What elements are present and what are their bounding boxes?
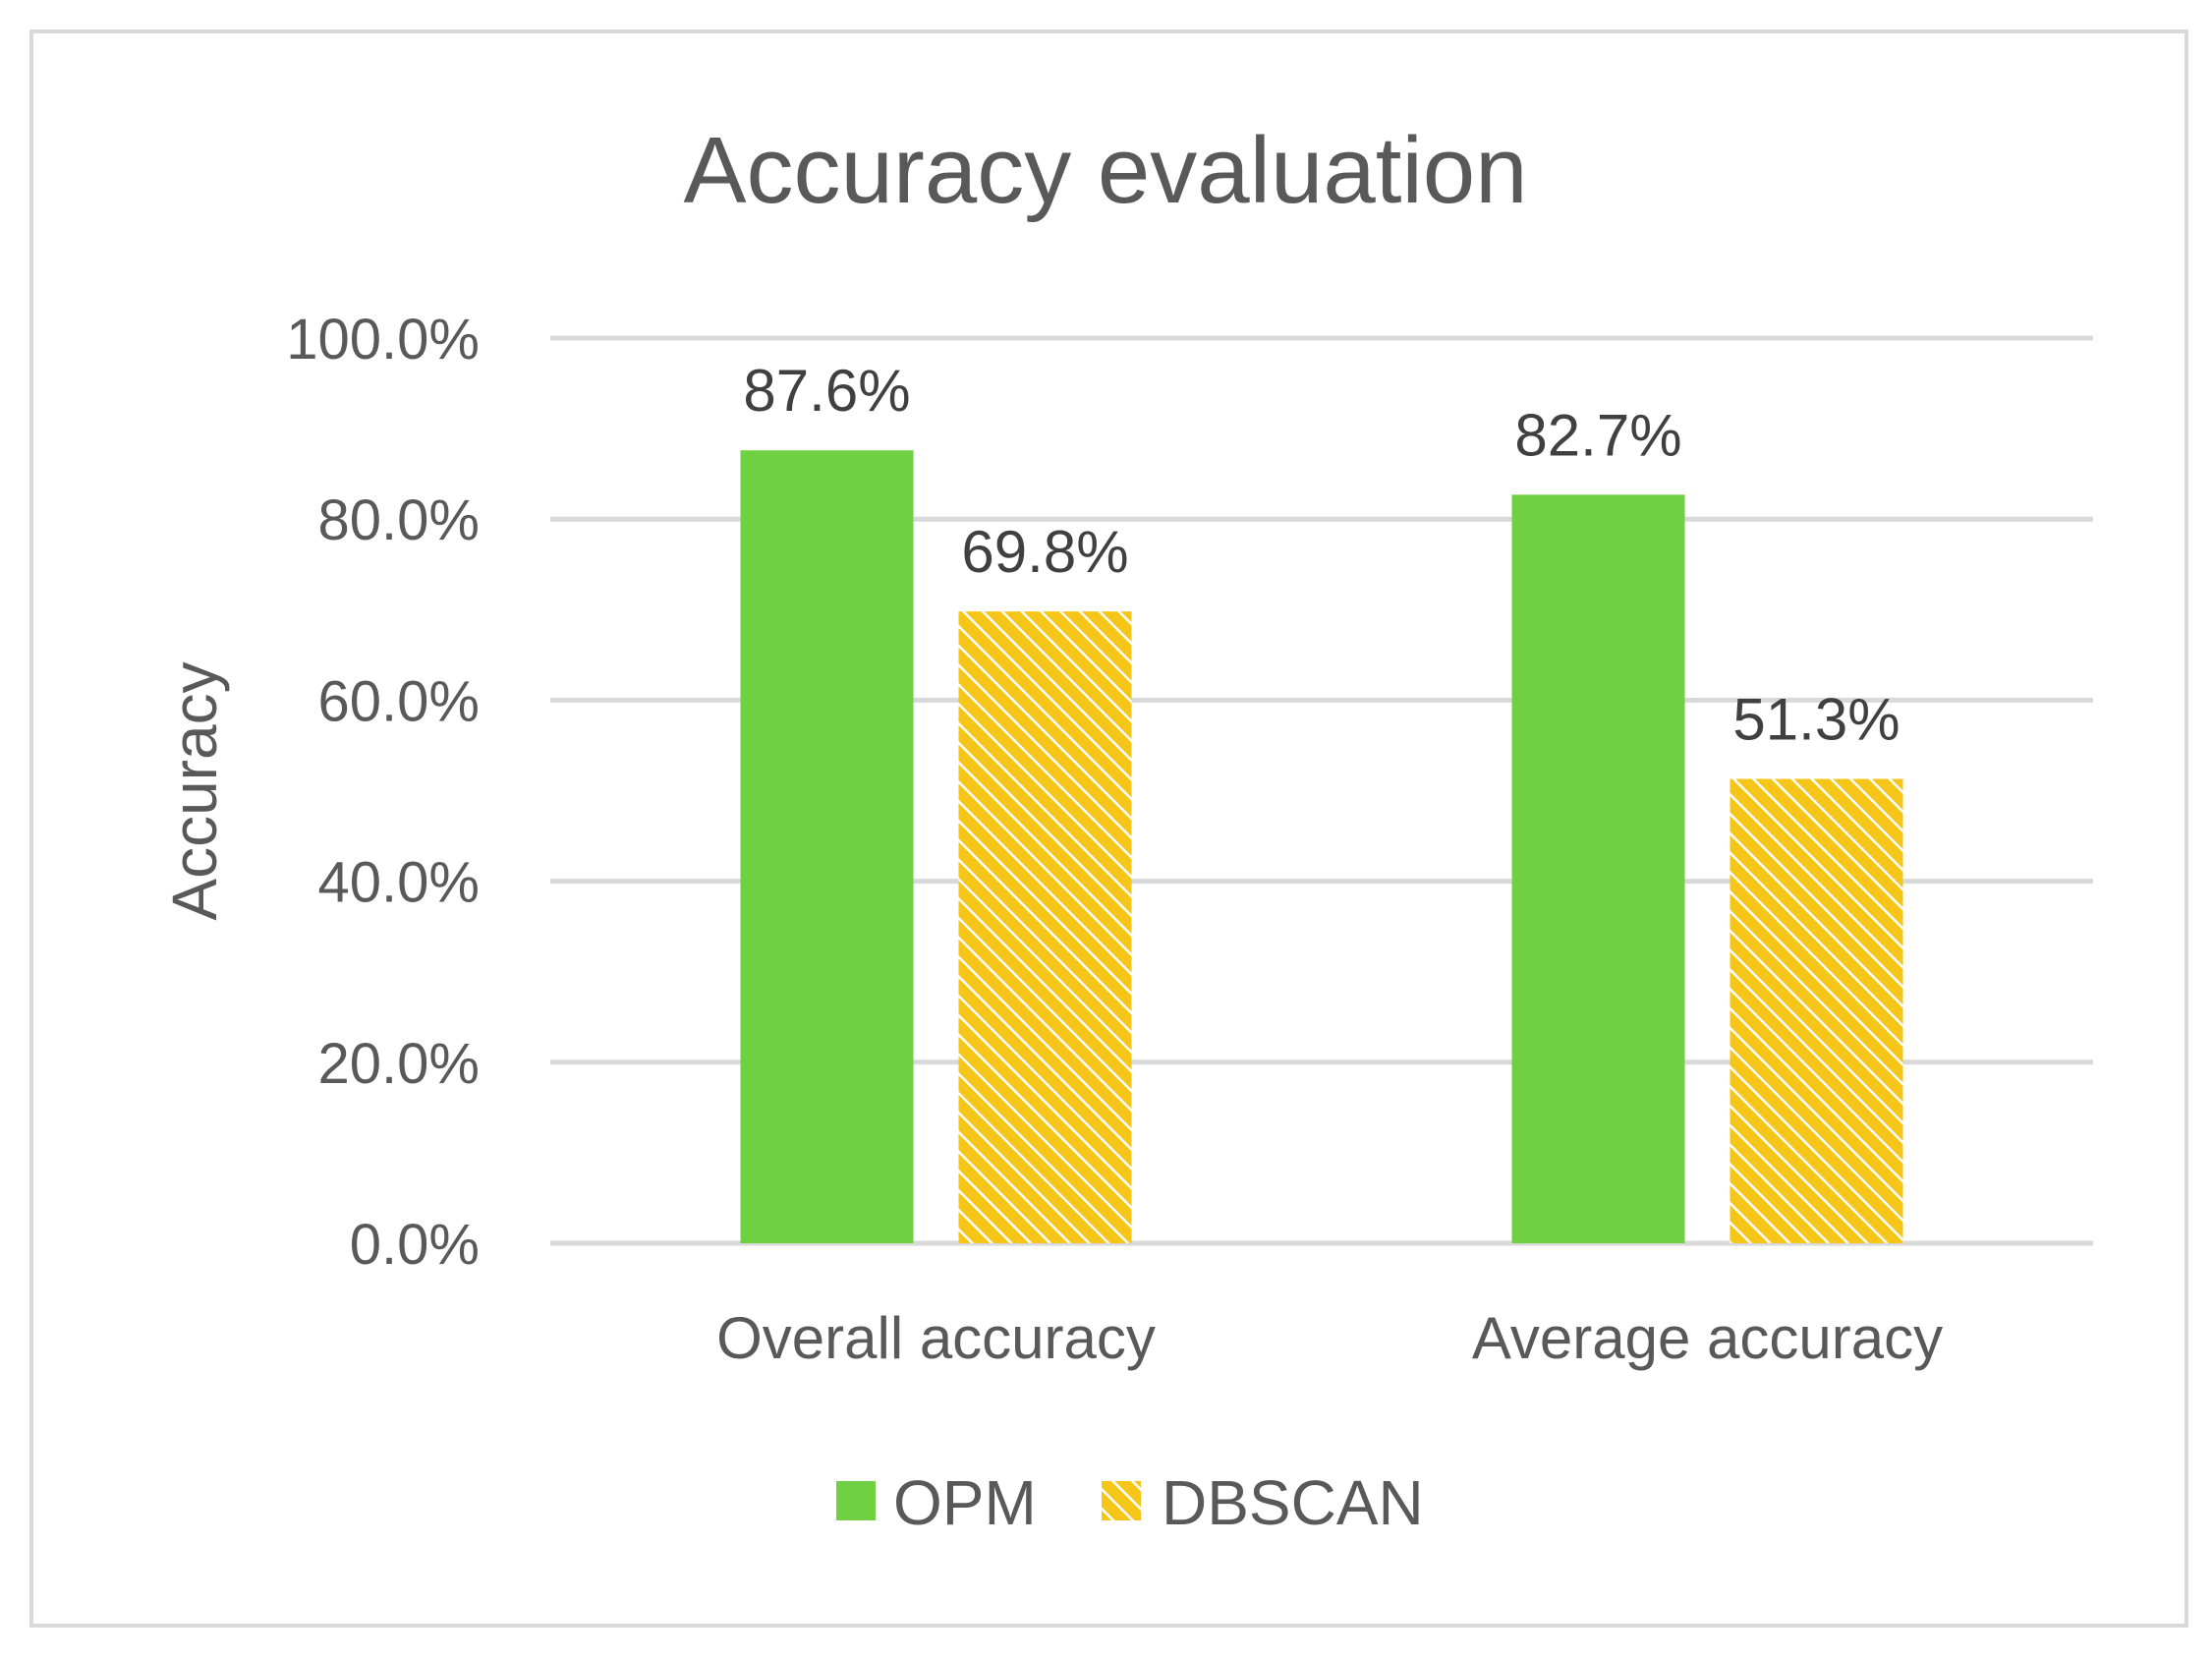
data-label-opm-2: 82.7%: [1514, 402, 1681, 468]
bar-dbscan-2: [1730, 778, 1903, 1243]
y-tick-label: 100.0%: [286, 308, 480, 372]
x-category-label: Overall accuracy: [716, 1305, 1156, 1371]
x-axis-categories: Overall accuracy Average accuracy: [716, 1305, 1943, 1371]
y-tick-label: 20.0%: [318, 1032, 480, 1096]
data-label-dbscan-2: 51.3%: [1732, 687, 1900, 753]
y-axis-title: Accuracy: [159, 661, 230, 920]
legend-swatch-opm: [836, 1481, 876, 1520]
data-labels: 87.6% 69.8% 82.7% 51.3%: [743, 358, 1900, 752]
y-tick-label: 0.0%: [350, 1213, 480, 1277]
x-category-label: Average accuracy: [1472, 1305, 1943, 1371]
y-axis-ticks: 0.0% 20.0% 40.0% 60.0% 80.0% 100.0%: [286, 308, 480, 1277]
legend: OPM DBSCAN: [836, 1467, 1424, 1538]
bars: [740, 450, 1903, 1244]
y-tick-label: 60.0%: [318, 669, 480, 733]
bar-opm-2: [1511, 494, 1685, 1243]
data-label-opm-1: 87.6%: [743, 358, 910, 424]
chart-title: Accuracy evaluation: [683, 118, 1527, 223]
y-tick-label: 40.0%: [318, 851, 480, 915]
legend-label-opm: OPM: [893, 1467, 1037, 1538]
bar-opm-1: [740, 450, 914, 1244]
legend-label-dbscan: DBSCAN: [1162, 1467, 1424, 1538]
data-label-dbscan-1: 69.8%: [961, 519, 1128, 585]
bar-dbscan-1: [958, 611, 1132, 1243]
legend-swatch-dbscan: [1102, 1481, 1141, 1520]
y-tick-label: 80.0%: [318, 488, 480, 552]
